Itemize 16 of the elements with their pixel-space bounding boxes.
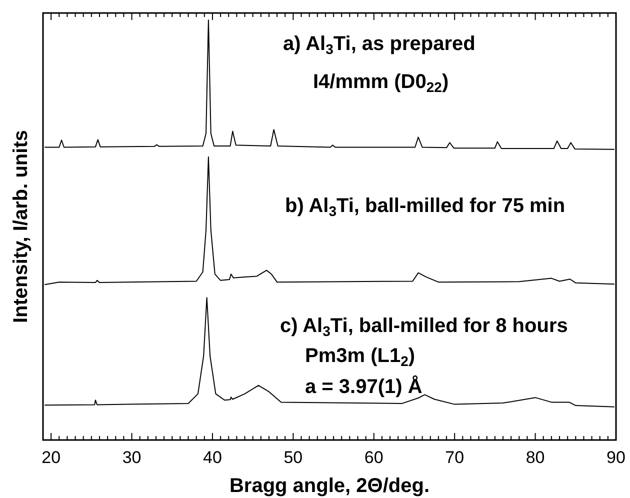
annotation: a) Al$_{3}$Ti, as prepared [283, 33, 476, 58]
annotation: I4/mmm (D0$_{22}$) [313, 71, 449, 96]
x-tick-label: 90 [606, 448, 626, 467]
x-tick-label: 50 [284, 448, 303, 467]
annotation: b) Al$_{3}$Ti, ball-milled for 75 min [285, 195, 566, 220]
x-tick-label: 40 [203, 448, 222, 467]
x-tick-label: 20 [42, 448, 61, 467]
x-tick-label: 30 [122, 448, 142, 467]
x-tick-label: 60 [364, 448, 384, 467]
annotation: a = 3.97(1) Å [305, 375, 422, 398]
x-tick-label: 70 [445, 448, 464, 467]
y-axis-title: Intensity, I/arb. units [10, 130, 32, 323]
annotation: c) Al$_{3}$Ti, ball-milled for 8 hours [280, 315, 568, 340]
x-tick-label: 80 [526, 448, 545, 467]
annotation: Pm3m (L1$_{2}$) [305, 345, 416, 370]
x-axis-title: Bragg angle, 2Θ/deg. [229, 475, 430, 497]
